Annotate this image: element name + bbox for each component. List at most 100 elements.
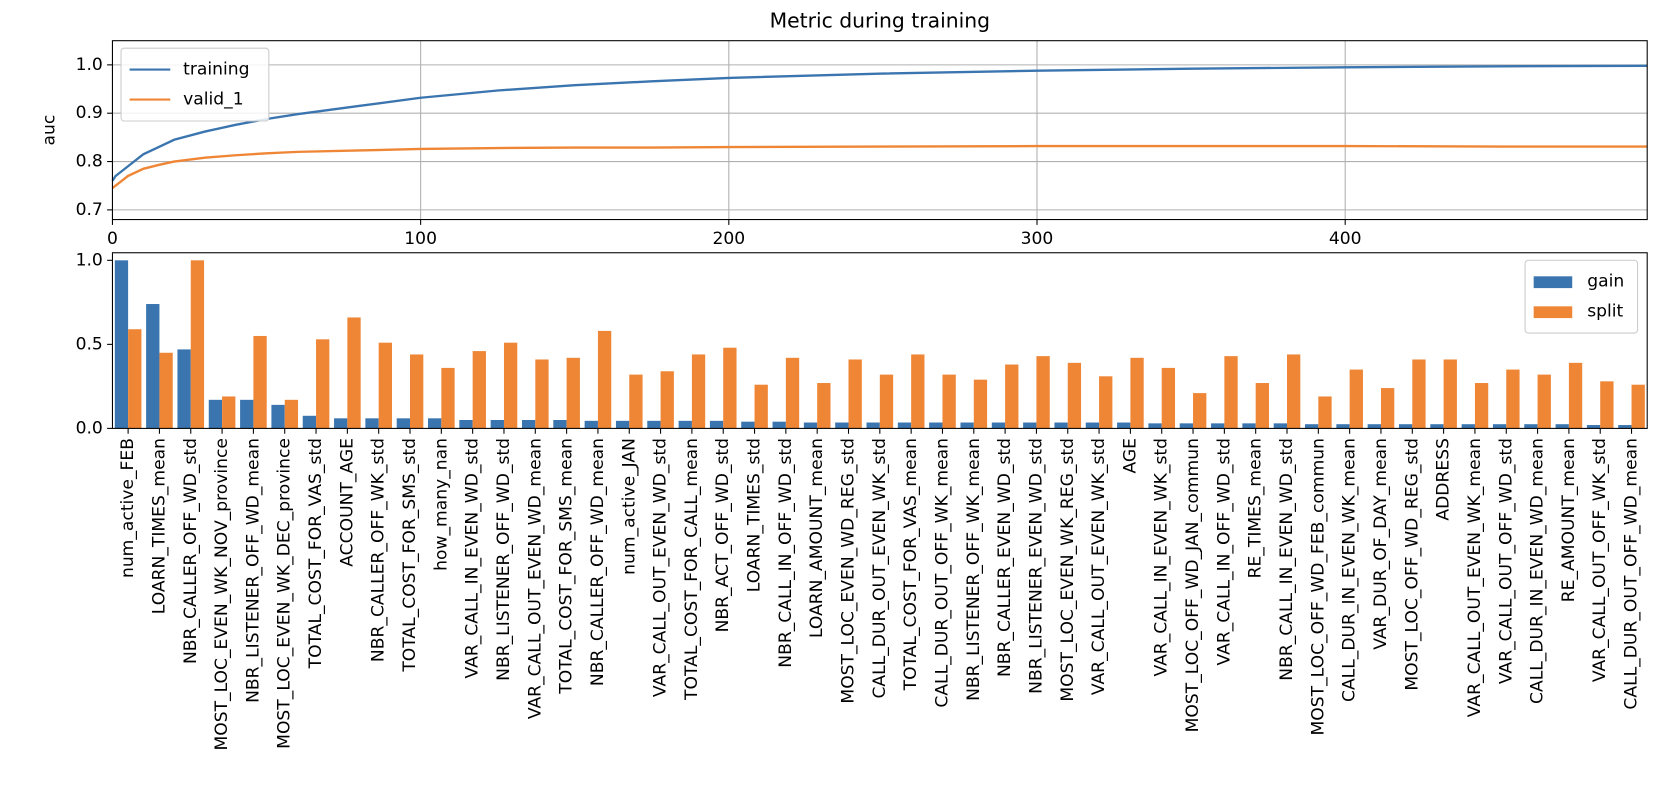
x-tick-label: VAR_CALL_IN_EVEN_WK_std bbox=[1152, 438, 1172, 677]
legend-label: training bbox=[183, 60, 249, 80]
bar bbox=[271, 404, 285, 429]
bar bbox=[472, 351, 486, 429]
bar bbox=[897, 422, 912, 429]
bar bbox=[597, 330, 612, 429]
y-axis-label: auc bbox=[39, 115, 59, 146]
bar bbox=[535, 359, 549, 429]
bar bbox=[960, 422, 974, 429]
bar bbox=[772, 421, 786, 429]
y-tick-label: 0.7 bbox=[76, 200, 103, 220]
bar bbox=[503, 342, 518, 429]
bar bbox=[817, 383, 831, 429]
y-tick-label: 0.8 bbox=[76, 152, 103, 172]
x-tick-label: MOST_LOC_EVEN_WD_REG_std bbox=[839, 438, 859, 704]
x-tick-label: LOARN_AMOUNT_mean bbox=[807, 438, 827, 638]
bar bbox=[1117, 422, 1131, 429]
bar bbox=[660, 371, 674, 429]
bar bbox=[848, 359, 862, 429]
bar bbox=[1067, 362, 1082, 429]
bar bbox=[365, 418, 379, 429]
bar bbox=[190, 260, 205, 429]
bar bbox=[1524, 424, 1538, 429]
legend-box bbox=[120, 47, 270, 122]
x-tick-label: LOARN_TIMES_mean bbox=[149, 438, 169, 614]
x-tick-label: NBR_CALL_IN_OFF_WD_std bbox=[776, 438, 796, 668]
bar bbox=[1005, 364, 1019, 429]
bar bbox=[128, 329, 142, 429]
bar bbox=[1506, 369, 1520, 429]
x-tick-label: AGE bbox=[1120, 438, 1140, 474]
x-tick-label: MOST_LOC_EVEN_WK_DEC_province bbox=[275, 438, 295, 749]
bar bbox=[428, 418, 442, 429]
bar bbox=[316, 339, 330, 429]
x-tick-label: CALL_DUR_IN_EVEN_WD_mean bbox=[1528, 438, 1548, 704]
x-tick-label: VAR_DUR_OF_DAY_mean bbox=[1371, 438, 1391, 650]
bar bbox=[615, 420, 630, 429]
bar bbox=[1305, 424, 1319, 429]
bar bbox=[785, 357, 800, 429]
x-tick-label: VAR_CALL_IN_OFF_WD_std bbox=[1214, 438, 1234, 665]
y-tick-label: 0.5 bbox=[76, 334, 103, 354]
plot-frame bbox=[111, 40, 1648, 221]
x-tick-label: NBR_LISTENER_EVEN_WD_std bbox=[1026, 438, 1046, 694]
x-tick-label: MOST_LOC_OFF_WD_REG_std bbox=[1402, 438, 1422, 691]
x-tick-label: TOTAL_COST_FOR_CALL_mean bbox=[682, 438, 702, 701]
y-tick-label: 1.0 bbox=[76, 55, 103, 75]
bar bbox=[1443, 359, 1457, 429]
x-tick-label: 200 bbox=[712, 229, 745, 249]
bar bbox=[159, 352, 173, 429]
x-tick-label: LOARN_TIMES_std bbox=[745, 438, 765, 592]
x-tick-label: VAR_CALL_OUT_OFF_WK_std bbox=[1590, 438, 1610, 682]
x-tick-label: NBR_CALLER_OFF_WD_mean bbox=[588, 438, 608, 686]
bar bbox=[741, 421, 755, 429]
x-tick-label: NBR_CALLER_EVEN_WD_std bbox=[995, 438, 1015, 677]
bar bbox=[240, 399, 254, 429]
x-tick-label: CALL_DUR_OUT_EVEN_WK_std bbox=[870, 438, 890, 698]
bar bbox=[1211, 423, 1225, 429]
bar bbox=[1412, 359, 1426, 429]
bar bbox=[879, 374, 894, 429]
x-tick-label: NBR_ACT_OFF_WD_std bbox=[713, 438, 733, 632]
bar bbox=[835, 422, 849, 429]
bar bbox=[1318, 396, 1332, 429]
bar bbox=[1148, 423, 1162, 429]
bar bbox=[973, 379, 988, 429]
x-tick-label: VAR_CALL_IN_EVEN_WD_std bbox=[463, 438, 483, 678]
x-tick-label: num_active_JAN bbox=[619, 438, 639, 575]
x-tick-label: MOST_LOC_EVEN_WK_REG_std bbox=[1058, 438, 1078, 702]
bar bbox=[253, 335, 267, 429]
bar bbox=[1085, 422, 1100, 429]
bar bbox=[1255, 383, 1269, 429]
bar bbox=[1130, 357, 1144, 429]
x-tick-label: NBR_CALLER_OFF_WD_std bbox=[181, 438, 201, 664]
bar bbox=[1242, 423, 1256, 429]
bar bbox=[1099, 376, 1113, 429]
bar bbox=[1161, 367, 1176, 429]
bar bbox=[521, 419, 536, 429]
bar bbox=[1631, 384, 1645, 429]
bar bbox=[709, 420, 724, 429]
bar bbox=[942, 374, 956, 429]
bar bbox=[1474, 383, 1489, 429]
line-series bbox=[111, 64, 1648, 182]
bar bbox=[584, 420, 598, 429]
bar bbox=[1618, 425, 1632, 429]
bar bbox=[1179, 423, 1194, 429]
x-tick-label: CALL_DUR_OUT_OFF_WK_mean bbox=[932, 438, 952, 708]
x-tick-label: NBR_CALLER_OFF_WK_std bbox=[369, 438, 389, 662]
y-tick-label: 0.9 bbox=[76, 103, 103, 123]
bar bbox=[1367, 424, 1381, 429]
x-tick-label: MOST_LOC_OFF_WD_JAN_commun bbox=[1183, 438, 1203, 732]
x-tick-label: NBR_CALL_IN_EVEN_WD_std bbox=[1277, 438, 1297, 681]
bar bbox=[929, 422, 943, 429]
bar bbox=[441, 367, 455, 429]
x-tick-label: VAR_CALL_OUT_OFF_WD_std bbox=[1496, 438, 1516, 684]
bar bbox=[1600, 381, 1614, 429]
x-tick-label: RE_TIMES_mean bbox=[1246, 438, 1266, 578]
x-tick-label: VAR_CALL_OUT_EVEN_WK_std bbox=[1089, 438, 1109, 695]
bar bbox=[991, 422, 1006, 429]
x-tick-label: 0 bbox=[107, 229, 118, 249]
bar bbox=[1023, 422, 1037, 429]
